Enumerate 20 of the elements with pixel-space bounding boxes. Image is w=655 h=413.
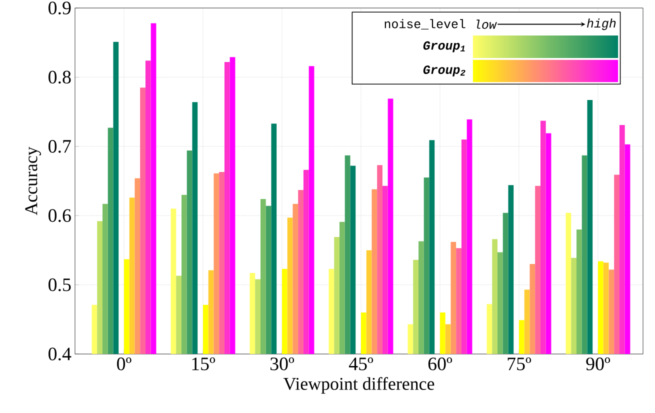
y-axis-title: Accuracy (25, 146, 41, 216)
annotation: low (476, 20, 497, 29)
y-tick-label: 0.4 (48, 348, 72, 360)
annotation: high (587, 18, 616, 30)
y-tick-label: 0.9 (48, 2, 71, 14)
x-tick-label: 90º (586, 358, 610, 370)
legend-label: Group$_{1}$ (423, 41, 465, 52)
y-tick-label: 0.5 (48, 278, 71, 292)
x-axis-title: Viewpoint difference (283, 377, 434, 394)
x-tick-label: 15º (192, 358, 216, 370)
x-tick-label: 60º (428, 358, 452, 370)
y-tick-label: 0.6 (48, 209, 71, 222)
y-tick-label: 0.8 (48, 70, 71, 84)
x-tick-label: 45º (348, 358, 374, 370)
x-tick-label: 0º (117, 358, 132, 370)
legend-title: noise_level (384, 19, 466, 30)
legend-label: Group$_{2}$ (423, 66, 466, 76)
y-tick-label: 0.7 (48, 140, 71, 153)
x-tick-label: 30º (270, 358, 294, 370)
x-tick-label: 75º (508, 358, 532, 370)
